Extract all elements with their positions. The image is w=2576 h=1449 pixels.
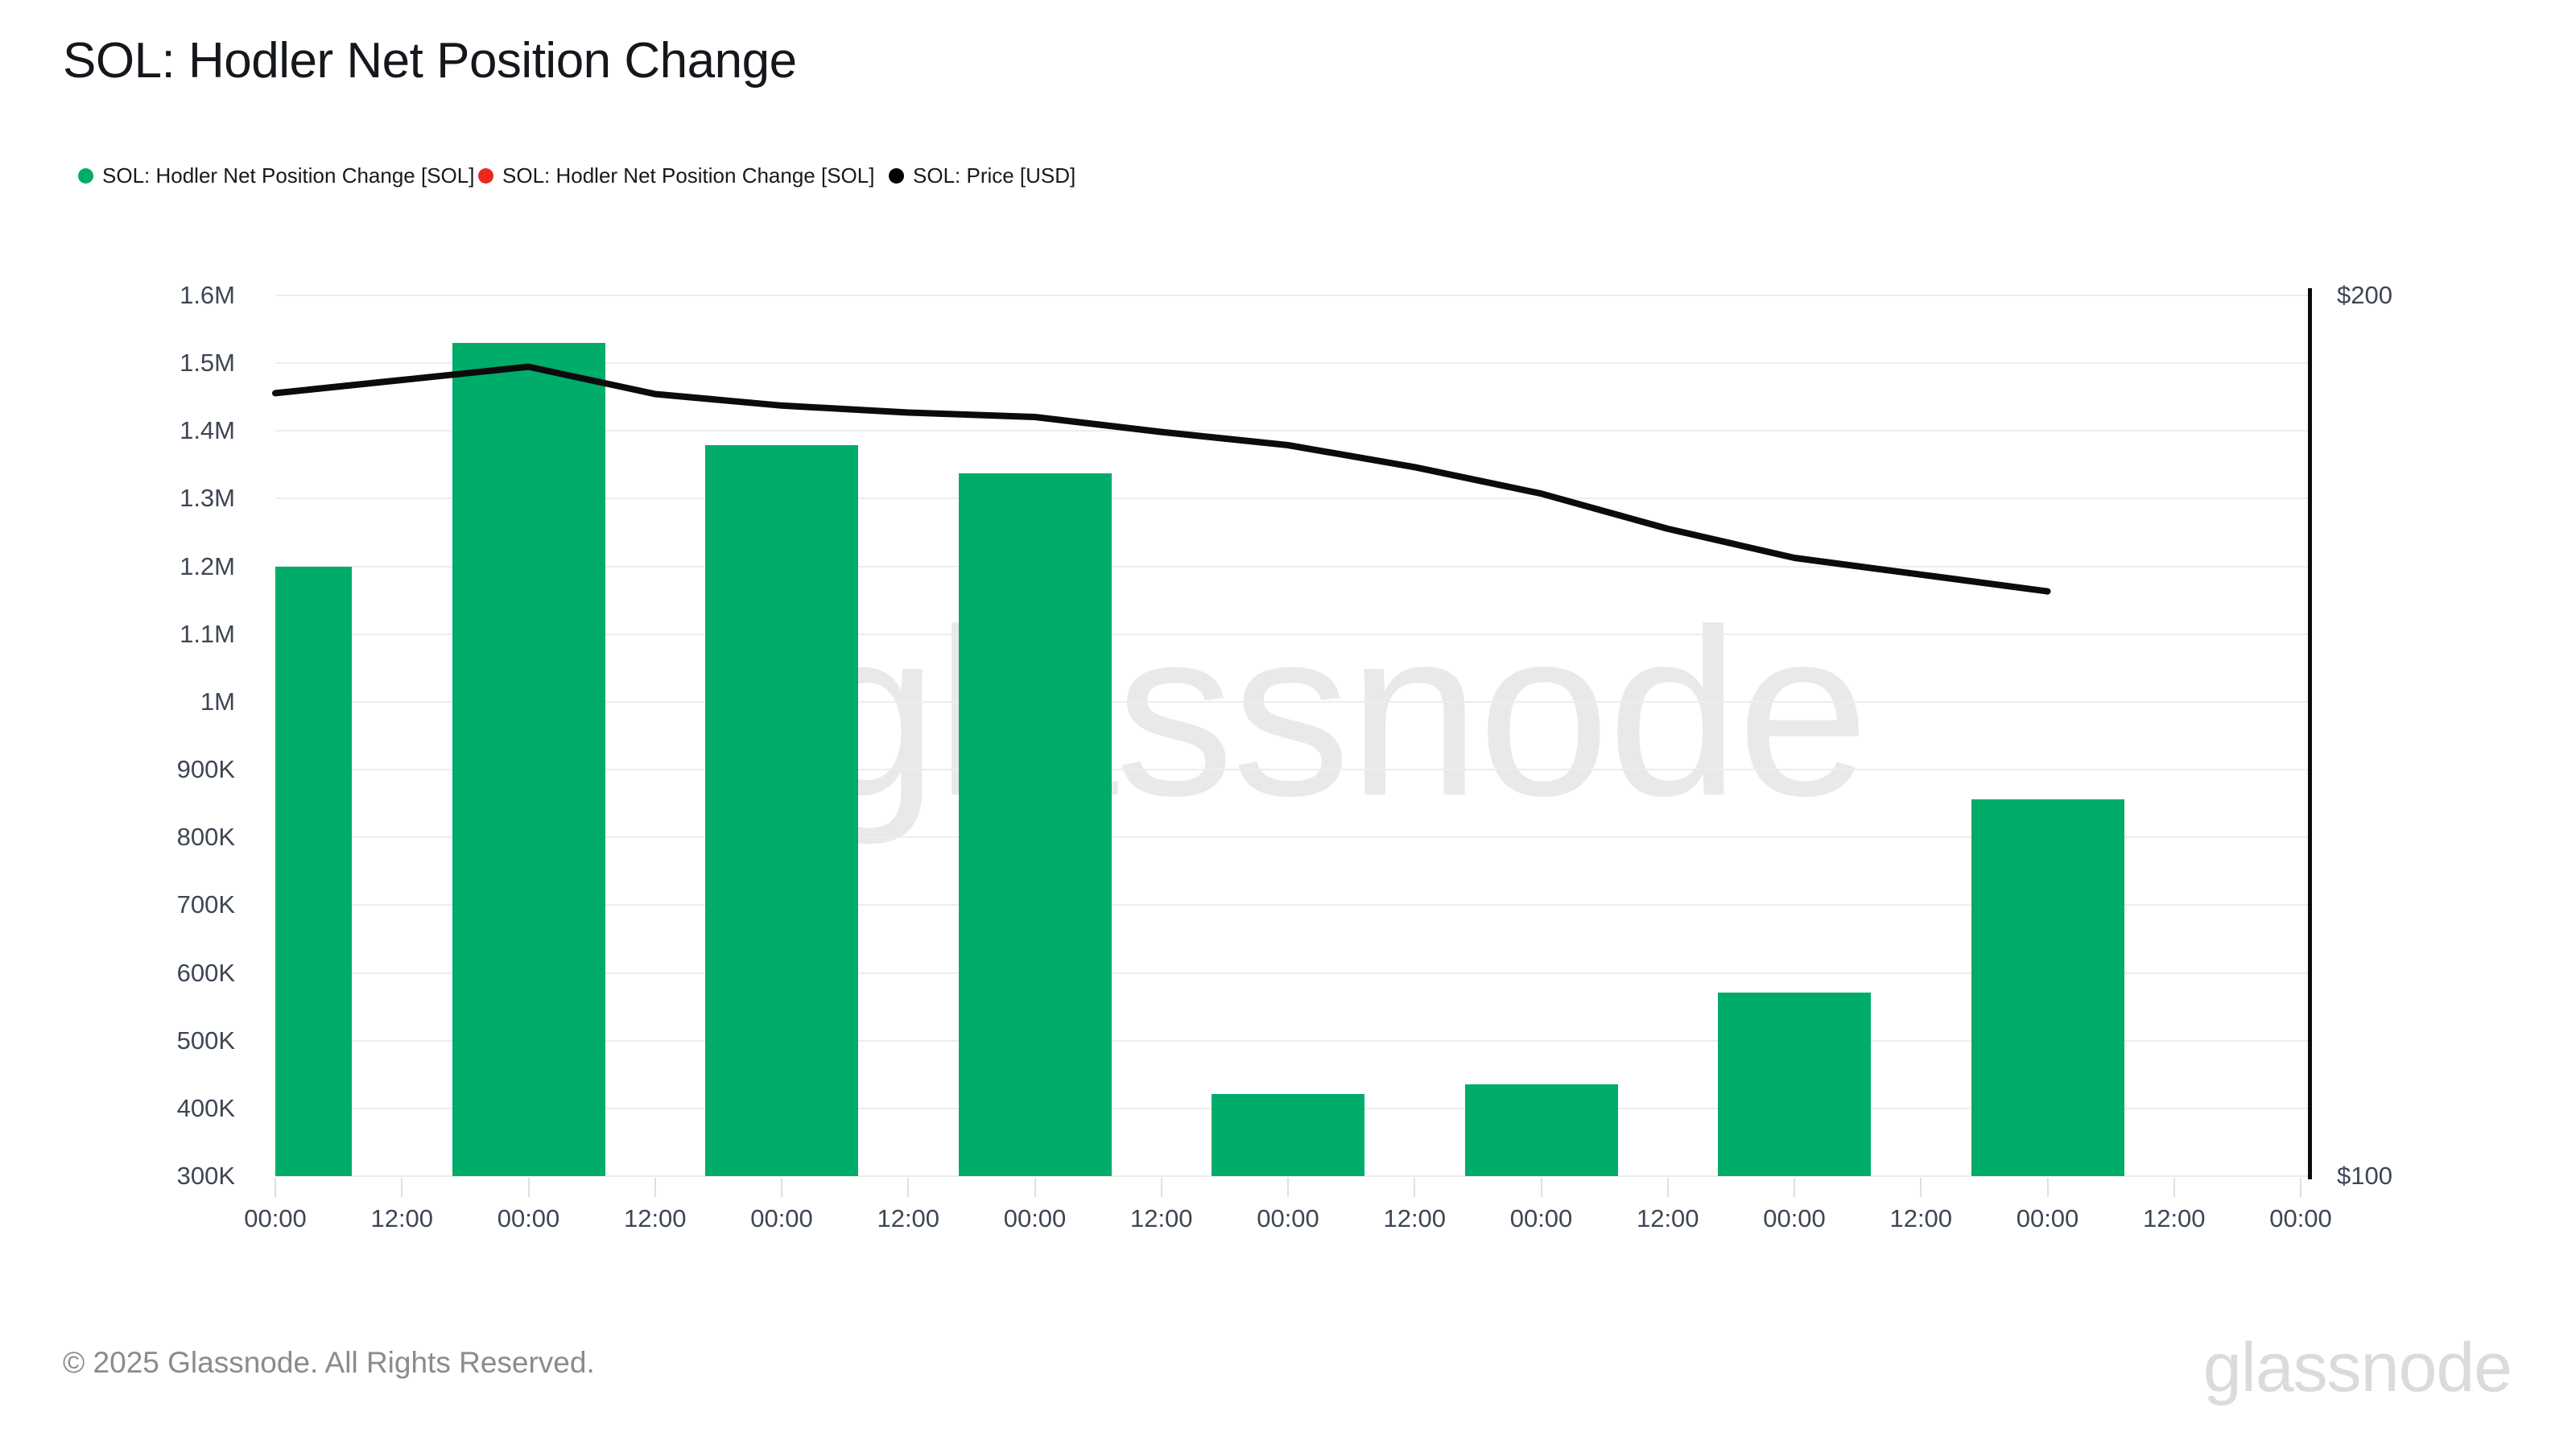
x-axis-tick [527,1178,530,1197]
left-axis-tick-label: 400K [176,1093,235,1122]
x-axis-tick [1540,1178,1542,1197]
legend-label: SOL: Price [USD] [913,163,1076,188]
x-axis-tick [2046,1178,2049,1197]
legend-item-price[interactable]: SOL: Price [USD] [889,157,1075,194]
right-price-axis [2308,288,2312,1179]
left-axis-tick-label: 800K [176,823,235,852]
left-axis-tick-label: 300K [176,1162,235,1190]
left-axis-tick-label: 1.1M [180,619,235,648]
red-dot-icon [478,167,493,184]
right-axis-max-label: $200 [2337,281,2392,309]
black-dot-icon [889,167,904,184]
left-axis-tick-label: 1.4M [180,416,235,445]
x-axis-ticks [275,1176,2311,1200]
x-axis-tick [907,1178,910,1197]
x-axis-tick-label: 00:00 [1763,1204,1826,1232]
gridline [275,362,2311,365]
x-axis-tick-label: 00:00 [750,1204,813,1232]
copyright-text: © 2025 Glassnode. All Rights Reserved. [63,1346,595,1379]
gridline [275,295,2311,296]
x-axis-labels: 00:00 12:00 00:00 12:00 00:00 12:00 00:00 12:00… [244,1203,2332,1238]
left-axis-tick-label: 1.6M [180,281,235,309]
gridline [275,565,2311,568]
gridline [275,497,2311,500]
left-axis-tick-label: 1.3M [180,484,235,513]
gridline [275,1175,2311,1177]
x-axis-tick-label: 12:00 [877,1204,940,1232]
x-axis-tick [781,1178,782,1197]
x-axis-tick-label: 00:00 [1257,1204,1319,1232]
price-line-layer [272,363,2051,595]
green-dot-icon [78,167,93,184]
x-axis-tick-label: 00:00 [1509,1204,1573,1232]
legend-label: SOL: Hodler Net Position Change [SOL] [502,163,875,188]
x-axis-tick-label: 12:00 [2142,1204,2206,1232]
bar[interactable] [705,444,858,1176]
left-axis-tick-label: 900K [176,755,235,784]
bar[interactable] [275,567,352,1176]
right-axis-min-label: $100 [2337,1162,2392,1190]
x-axis-tick-label: 12:00 [1129,1204,1193,1232]
x-axis-tick-label: 12:00 [370,1204,434,1232]
x-axis-tick [1287,1178,1289,1197]
left-axis-tick-label: 1.5M [180,349,235,378]
x-axis-tick-label: 12:00 [623,1204,687,1232]
x-axis-tick-label: 00:00 [2016,1204,2079,1232]
x-axis-tick [401,1178,403,1197]
x-axis-tick [654,1178,656,1197]
bar[interactable] [958,473,1112,1176]
bar[interactable] [1212,1094,1364,1176]
gridline [275,836,2311,839]
gridline [275,972,2311,974]
left-axis-tick-label: 700K [176,890,235,919]
glassnode-logo: glassnode [2202,1329,2512,1406]
gridline [275,430,2311,432]
x-axis-tick [1666,1178,1669,1197]
x-axis-tick-label: 12:00 [1383,1204,1447,1232]
left-axis-tick-label: 1.2M [180,551,235,580]
price-line[interactable] [272,363,2051,595]
x-axis-tick-label: 00:00 [2269,1204,2332,1232]
legend-item-hodler-net-position-red[interactable]: SOL: Hodler Net Position Change [SOL] [478,157,874,194]
gridline [275,700,2311,703]
x-axis-tick [1034,1178,1036,1197]
x-axis-tick-label: 12:00 [1636,1204,1699,1232]
plot-area [272,295,2311,1177]
gridline [275,1039,2311,1042]
left-axis-tick-label: 600K [176,958,235,987]
bar[interactable] [452,342,605,1176]
left-axis-tick-label: 1M [200,687,235,716]
bar[interactable] [1971,799,2124,1176]
bar-series [275,295,2311,1176]
x-axis-tick [2173,1178,2175,1197]
x-axis-tick-label: 12:00 [1889,1204,1953,1232]
x-axis-tick-label: 00:00 [244,1204,307,1232]
gridline [275,633,2311,635]
legend: SOL: Hodler Net Position Change [SOL] SO… [0,157,2576,194]
x-axis-tick-label: 00:00 [497,1204,560,1232]
bar[interactable] [1718,992,1871,1176]
x-axis-tick [1920,1178,1922,1197]
left-axis-labels: 1.6M 1.5M 1.4M 1.3M 1.2M 1.1M 1M 900K 800K 700K 60… [0,281,235,1190]
x-axis-tick [1160,1178,1162,1197]
x-axis-tick-label: 00:00 [1003,1204,1067,1232]
x-axis-tick [2300,1178,2301,1197]
x-axis-tick [1794,1178,1795,1197]
bar[interactable] [1464,1084,1618,1176]
gridline [275,904,2311,906]
left-axis-tick-label: 500K [176,1026,235,1055]
legend-item-hodler-net-position-green[interactable]: SOL: Hodler Net Position Change [SOL] [78,157,474,194]
x-axis-tick [275,1178,276,1197]
legend-label: SOL: Hodler Net Position Change [SOL] [102,163,475,188]
x-axis-tick [1414,1178,1416,1197]
gridline [275,769,2311,771]
page-title: SOL: Hodler Net Position Change [63,33,797,89]
